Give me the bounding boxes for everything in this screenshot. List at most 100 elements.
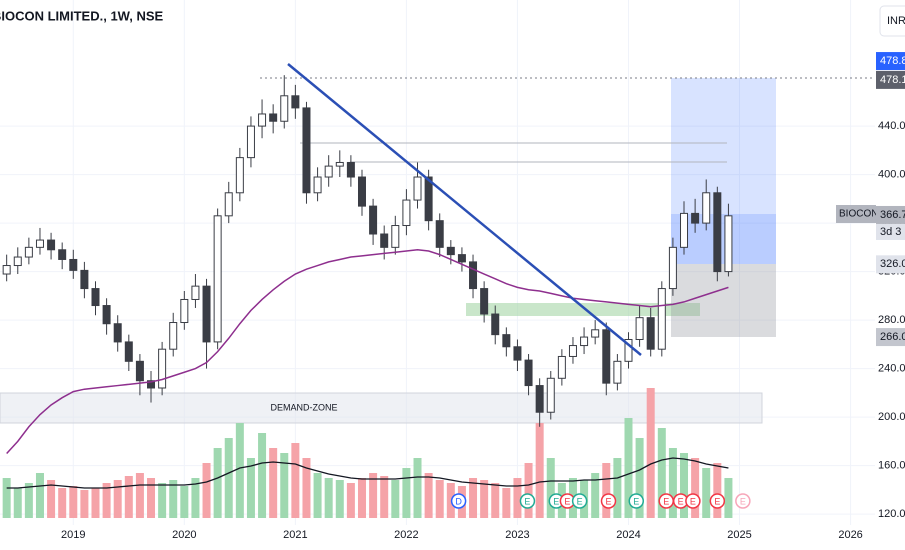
countdown-tag (876, 223, 905, 240)
volume-bar (113, 480, 122, 518)
volume-bar (302, 458, 311, 518)
candle-body (635, 317, 644, 340)
candle-body (469, 261, 478, 290)
candle-body (180, 298, 189, 324)
volume-bar (446, 483, 455, 518)
candle-body (680, 212, 689, 248)
candle-body (457, 254, 466, 263)
event-marker (709, 493, 726, 509)
candle-body (246, 125, 255, 159)
currency-label[interactable]: INR (887, 15, 905, 27)
chart-title: BIOCON LIMITED., 1W, NSE (0, 8, 164, 23)
event-label: E (605, 496, 611, 506)
volume-bar (69, 486, 78, 518)
candle-body (435, 220, 444, 248)
x-tick-label: 2019 (61, 529, 85, 541)
y-tick-label: 200.0 (878, 411, 905, 423)
price-tag-label: 366.7 (880, 209, 905, 221)
volume-bar (258, 433, 267, 518)
candle-body (69, 258, 78, 271)
volume-bar (680, 453, 689, 518)
volume-bar (291, 443, 300, 518)
candle-body (369, 205, 378, 235)
y-tick-label: 240.0 (878, 362, 905, 374)
candle-body (713, 192, 722, 273)
volume-bar (313, 473, 322, 518)
event-marker (628, 493, 645, 509)
candle-body (580, 336, 589, 347)
candle-body (691, 212, 700, 224)
x-tick-label: 2021 (283, 529, 307, 541)
candle-body (258, 113, 267, 127)
candle-body (224, 192, 233, 217)
candle-body (213, 215, 222, 343)
y-tick-label: 160.0 (878, 459, 905, 471)
candle-body (91, 288, 100, 307)
candle-body (169, 322, 178, 350)
volume-bar (513, 478, 522, 518)
candle-body (557, 355, 566, 379)
volume-bar (391, 480, 400, 518)
event-label: E (577, 496, 583, 506)
event-label: E (740, 496, 746, 506)
volume-bar (80, 490, 89, 518)
price-pane (2, 75, 733, 454)
volume-bar (713, 463, 722, 518)
event-label: E (714, 496, 720, 506)
volume-bar (491, 483, 500, 518)
volume-bar (269, 448, 278, 518)
candle-body (102, 305, 111, 325)
y-tick-label: 120.0 (878, 508, 905, 520)
event-label: E (690, 496, 696, 506)
candle-body (524, 359, 533, 387)
volume-bar (102, 483, 111, 518)
event-marker (685, 493, 701, 509)
x-tick-label: 2022 (394, 529, 418, 541)
price-tag-label: 266.0 (880, 331, 905, 343)
candle-body (158, 348, 167, 389)
volume-bar (424, 473, 433, 518)
x-tick-label: 2023 (505, 529, 529, 541)
volume-bar (435, 480, 444, 518)
volume-bar (546, 458, 555, 518)
volume-bar (224, 438, 233, 518)
price-tag (876, 52, 905, 71)
candle-body (80, 269, 89, 290)
volume-bar (346, 483, 355, 518)
event-label: E (678, 496, 684, 506)
price-tag (876, 328, 905, 347)
volume-bar (24, 483, 33, 518)
event-marker (600, 493, 617, 509)
candle-body (191, 285, 200, 300)
candle-body (357, 176, 366, 207)
candle-body (535, 385, 544, 413)
candle-body (624, 338, 633, 362)
trendline (287, 63, 642, 356)
candle-body (657, 288, 666, 350)
event-label: E (553, 496, 559, 506)
countdown-label: 3d 3 (880, 226, 901, 238)
candle-body (13, 256, 22, 267)
candle-body (2, 265, 11, 275)
candle-body (480, 288, 489, 315)
volume-bar (369, 473, 378, 518)
volume-bar (280, 453, 289, 518)
volume-bar (147, 478, 156, 518)
event-marker (450, 493, 467, 509)
volume-bar (169, 480, 178, 518)
candle-body (446, 246, 455, 256)
moving-average (6, 249, 729, 454)
candle-body (124, 341, 133, 362)
price-tag-label: 326.0 (880, 258, 905, 270)
price-tag (876, 205, 905, 224)
currency-button[interactable] (879, 5, 905, 37)
trendline-group (287, 63, 642, 356)
volume-bar (535, 423, 544, 518)
candle-body (402, 199, 411, 227)
candle-body (424, 176, 433, 222)
candle-body (502, 334, 511, 348)
event-marker (519, 493, 536, 509)
event-label: E (524, 496, 530, 506)
volume-bar (480, 480, 489, 518)
